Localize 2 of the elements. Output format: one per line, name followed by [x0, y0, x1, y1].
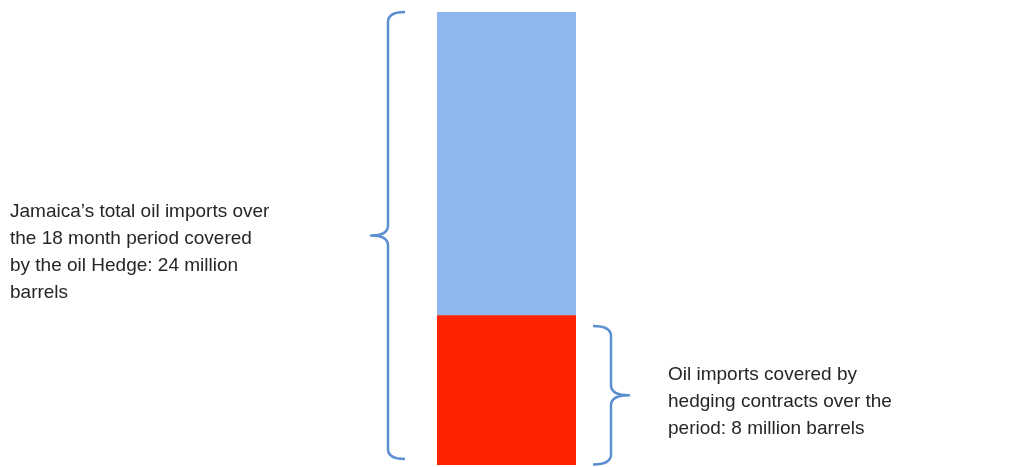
text: Jamaica’s total oil imports over the 18 month period covered by the oil Hedge: 24 million barrels	[10, 198, 271, 304]
text: Oil imports covered by hedging contracts over the period: 8 million barrels	[668, 361, 893, 440]
